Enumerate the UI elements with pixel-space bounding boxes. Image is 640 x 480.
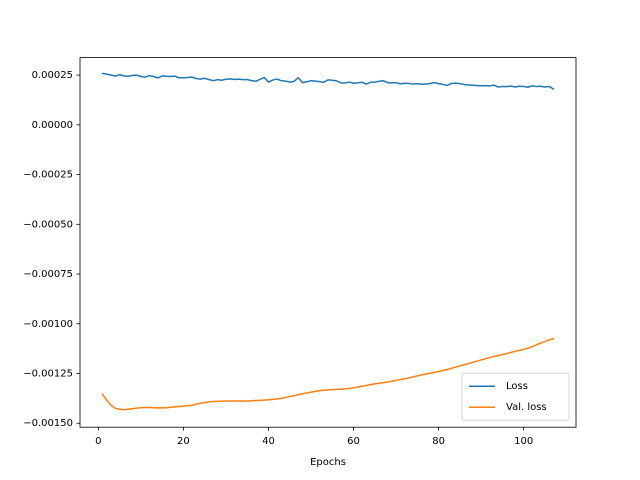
legend-label: Loss (506, 381, 528, 392)
x-tick-label: 0 (95, 436, 101, 447)
x-tick-label: 20 (177, 436, 190, 447)
line-series (101, 337, 555, 411)
y-tick-label: −0.00125 (23, 368, 73, 379)
x-tick-label: 80 (432, 436, 445, 447)
y-tick-label: −0.00100 (23, 319, 73, 330)
y-tick-label: −0.00025 (23, 170, 73, 181)
y-tick-label: −0.00150 (23, 418, 73, 429)
x-tick-label: 40 (262, 436, 275, 447)
y-tick-label: −0.00050 (23, 219, 73, 230)
y-tick-label: 0.00025 (32, 70, 73, 81)
x-tick-label: 100 (514, 436, 533, 447)
line-series (101, 72, 555, 91)
legend-label: Val. loss (506, 402, 547, 413)
legend-box (461, 372, 570, 421)
y-tick-label: −0.00075 (23, 269, 73, 280)
x-axis-label: Epochs (310, 457, 346, 468)
x-tick-label: 60 (347, 436, 360, 447)
plot-frame (79, 57, 577, 428)
y-tick-label: 0.00000 (32, 120, 73, 131)
